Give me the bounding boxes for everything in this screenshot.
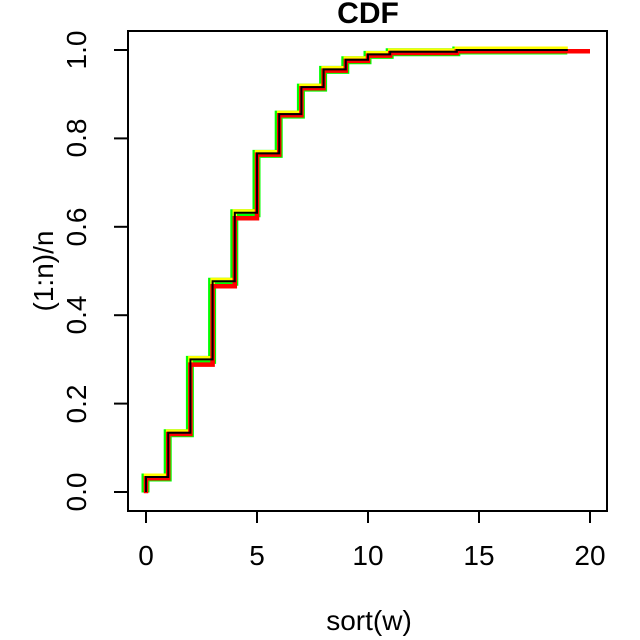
series-green-cdf-line: [141, 46, 568, 493]
x-axis-ticks: [145, 511, 591, 523]
x-tick-label: 0: [138, 540, 154, 571]
series-yellow-cdf-line: [143, 46, 568, 491]
x-tick-label: 10: [352, 540, 384, 571]
x-tick-label: 15: [463, 540, 495, 571]
series-lines: [141, 46, 590, 494]
y-tick-label: 0.2: [61, 384, 92, 424]
chart-title: CDF: [337, 0, 399, 30]
y-tick-label: 0.6: [61, 207, 92, 247]
y-axis-ticks: [114, 49, 128, 493]
x-tick-label: 5: [249, 540, 265, 571]
y-tick-label: 0.0: [61, 472, 92, 512]
y-tick-label: 0.8: [61, 118, 92, 158]
x-tick-label: 20: [574, 540, 606, 571]
y-tick-label: 0.4: [61, 295, 92, 335]
x-axis-label: sort(w): [326, 605, 412, 636]
series-black-empirical-cdf-line: [145, 49, 568, 492]
y-axis-label: (1:n)/n: [28, 230, 59, 312]
y-tick-label: 1.0: [61, 30, 92, 70]
series-red-cdf-line: [143, 48, 590, 494]
plot-box: [127, 30, 608, 512]
